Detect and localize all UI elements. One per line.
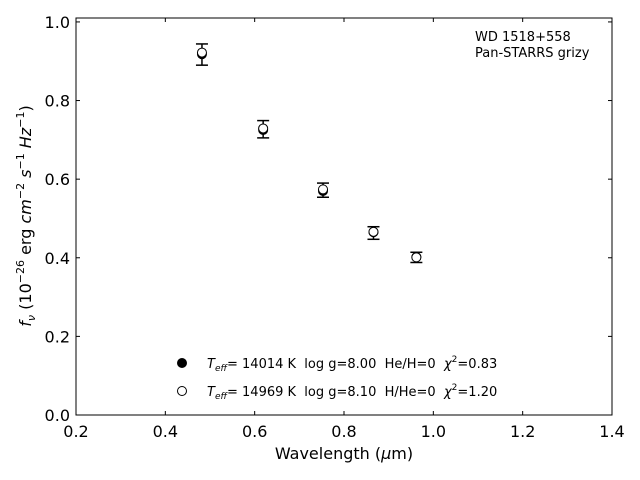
y-tick-label: 0.4 [45,249,70,268]
legend-2-t: T [207,385,216,400]
legend-1-chi: χ [443,357,453,372]
x-title-mu: μ [380,444,391,463]
y-tick-label: 0.8 [45,92,70,111]
x-tick-label: 1.2 [510,422,535,441]
x-tick-label: 0.6 [242,422,267,441]
data-point-open [258,123,269,134]
y-tick-label: 0.0 [45,406,70,425]
legend-1-chi-value: =0.83 [457,357,497,372]
legend-label-2: Teff= 14969 K log g=8.10 H/He=0 χ2=1.20 [207,383,497,402]
y-title-exp4: −1 [14,112,27,128]
legend-1-chi-sup: 2 [452,355,458,365]
annotation-object-name: WD 1518+558 [475,30,571,45]
legend-1-params: = 14014 K log g=8.00 He/H=0 [227,357,444,372]
x-axis-title: Wavelength (μm) [275,444,413,463]
x-title-post: m) [391,444,413,463]
y-title-exp3: −1 [14,153,27,169]
legend-1-t: T [207,357,216,372]
x-tick-label: 0.4 [153,422,178,441]
legend-marker-filled [177,358,187,368]
data-point-open [196,47,207,58]
legend-2-params: = 14969 K log g=8.10 H/He=0 [227,385,444,400]
x-tick-label: 0.2 [63,422,88,441]
y-title-cm: cm [16,199,35,223]
legend: Teff= 14014 K log g=8.00 He/H=0 χ2=0.83 … [177,355,497,402]
y-title-close: ) [16,105,35,111]
y-title-open: (10 [16,283,35,315]
legend-1-t-sub: eff [215,364,229,374]
legend-2-chi-sup: 2 [452,383,458,393]
legend-2-chi: χ [443,385,453,400]
y-title-exp1: −26 [14,260,27,283]
data-point-open [318,184,329,195]
legend-2-chi-value: =1.20 [457,385,497,400]
y-title-exp2: −2 [14,183,27,199]
y-title-erg: erg [16,224,35,260]
x-title-pre: Wavelength ( [275,444,381,463]
legend-label-1: Teff= 14014 K log g=8.00 He/H=0 χ2=0.83 [207,355,497,374]
data-points [196,47,422,263]
annotation-survey: Pan-STARRS grizy [475,46,590,61]
y-axis-title: fν (10−26 erg cm−2 s−1 Hz−1) [14,105,38,326]
y-tick-label: 0.6 [45,170,70,189]
legend-marker-open [177,386,187,396]
y-tick-label: 0.2 [45,327,70,346]
y-title-nu: ν [25,315,38,321]
x-axis-ticks: 0.2 0.4 0.6 0.8 1.0 1.2 1.4 [63,18,625,441]
x-tick-label: 1.0 [421,422,446,441]
y-title-f: f [16,319,35,327]
data-point-open [368,226,379,237]
y-title-hz: Hz [16,127,35,153]
legend-2-t-sub: eff [215,392,229,402]
data-point-open [411,252,422,263]
y-tick-label: 1.0 [45,13,70,32]
x-tick-label: 0.8 [331,422,356,441]
y-title-s: s [16,170,35,183]
y-axis-ticks: 0.0 0.2 0.4 0.6 0.8 1.0 [45,13,612,425]
x-tick-label: 1.4 [599,422,624,441]
